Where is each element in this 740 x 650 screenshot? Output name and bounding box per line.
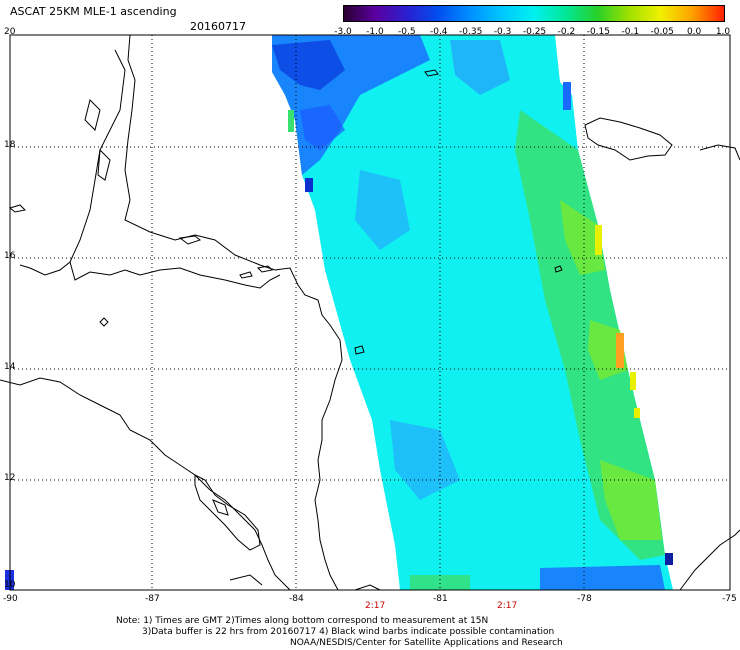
lon-label: -84 (289, 594, 304, 604)
time-label: 2:17 (497, 601, 518, 611)
note-line-1: Note: 1) Times are GMT 2)Times along bot… (116, 616, 489, 626)
colorbar-label: -0.05 (650, 27, 674, 37)
lat-label: 14 (4, 362, 16, 372)
colorbar-label: -0.5 (398, 27, 416, 37)
colorbar-label: -0.15 (586, 27, 611, 37)
time-label: 2:17 (365, 601, 386, 611)
note-line-3: NOAA/NESDIS/Center for Satellite Applica… (290, 638, 563, 648)
colorbar-label: -1.0 (366, 27, 384, 37)
lon-label: -81 (433, 594, 448, 604)
colorbar-label: -0.2 (557, 27, 576, 37)
lat-label: 10 (4, 580, 16, 590)
lon-label: -87 (145, 594, 160, 604)
colorbar-label: -0.25 (522, 27, 547, 37)
colorbar-label: -0.4 (429, 27, 448, 37)
coastlines (0, 34, 740, 591)
colorbar-label: -0.3 (493, 27, 512, 37)
lat-label: 18 (4, 140, 16, 150)
colorbar-label: 1.0 (715, 27, 731, 37)
lat-label: 20 (4, 27, 16, 37)
colorbar-label: -0.1 (621, 27, 640, 37)
colorbar-gradient (344, 6, 724, 21)
ascat-swath (5, 35, 673, 590)
map-frame (9, 34, 731, 591)
map-title: ASCAT 25KM MLE-1 ascending (10, 5, 177, 18)
lat-label: 12 (4, 473, 16, 483)
map-date: 20160717 (190, 20, 246, 33)
colorbar (343, 5, 725, 22)
lon-label: -75 (722, 594, 737, 604)
colorbar-label: 0.0 (686, 27, 702, 37)
lon-label: -90 (3, 594, 18, 604)
colorbar-label: -3.0 (334, 27, 352, 37)
colorbar-label: -0.35 (459, 27, 483, 37)
graticule (10, 35, 730, 590)
colorbar-labels: -3.0 -1.0 -0.5 -0.4 -0.35 -0.3 -0.25 -0.… (334, 27, 730, 39)
lat-label: 16 (4, 251, 16, 261)
lon-label: -78 (577, 594, 592, 604)
note-line-2: 3)Data buffer is 22 hrs from 20160717 4)… (142, 627, 555, 637)
